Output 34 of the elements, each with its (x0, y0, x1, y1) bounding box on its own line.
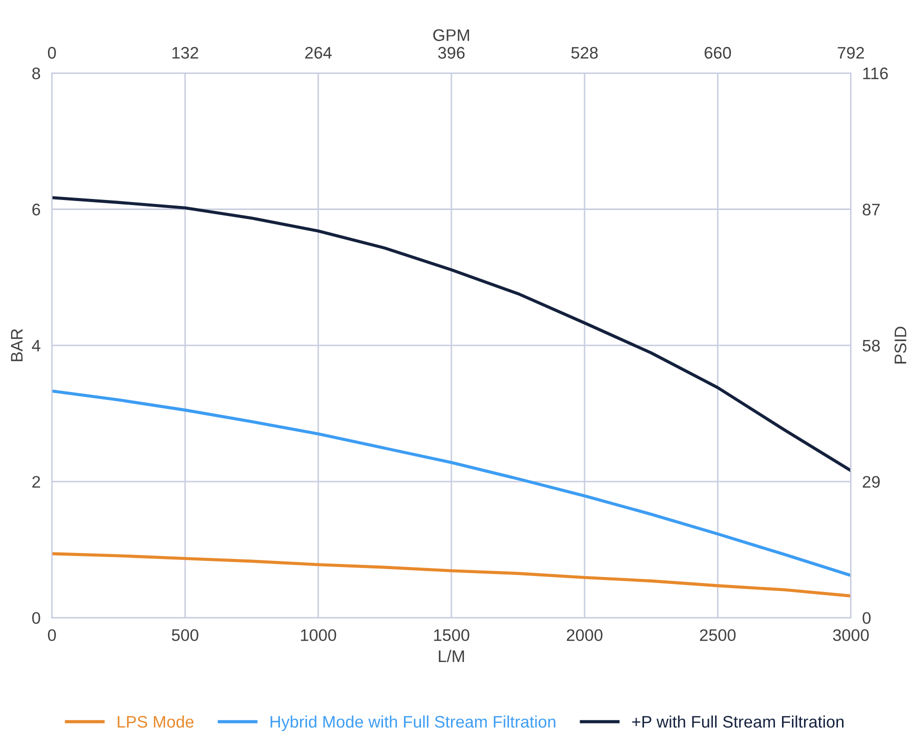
x-tick-label: 0 (48, 629, 56, 642)
x-tick-label: 1000 (300, 629, 336, 642)
x-tick-label: 500 (172, 629, 198, 642)
y-axis-title: BAR (11, 329, 23, 362)
x2-axis-title: GPM (433, 29, 470, 42)
line-series (52, 552, 851, 598)
y-tick-label: 2 (32, 476, 40, 488)
legend-label: +P with Full Stream Filtration (632, 715, 844, 728)
x-tick-label: 2500 (700, 629, 736, 642)
x-tick-label: 2000 (566, 629, 602, 642)
x2-tick-label: 0 (48, 46, 56, 59)
y-tick-label: 8 (32, 68, 40, 80)
y2-tick-label: 87 (862, 204, 880, 216)
x2-tick-label: 660 (704, 46, 731, 59)
y2-tick-label: 29 (862, 476, 880, 488)
x-tick-label: 3000 (832, 629, 869, 642)
line-series (52, 389, 851, 578)
legend-label: Hybrid Mode with Full Stream Filtration (270, 715, 556, 731)
y2-tick-label: 116 (863, 68, 888, 80)
x2-tick-label: 396 (438, 46, 465, 59)
y2-tick-label: 58 (862, 340, 880, 352)
y-tick-label: 6 (32, 204, 40, 216)
x2-tick-label: 528 (571, 46, 598, 59)
y2-axis-title: PSID (894, 326, 906, 364)
legend-label: LPS Mode (118, 715, 194, 728)
x2-tick-label: 264 (305, 46, 332, 59)
x-axis-title: L/M (438, 650, 464, 662)
x-tick-label: 1500 (434, 629, 470, 642)
line-series (52, 196, 851, 472)
x2-tick-label: 132 (172, 46, 198, 59)
x2-tick-label: 792 (838, 46, 864, 59)
y-tick-label: 0 (32, 612, 40, 624)
y-tick-label: 4 (32, 340, 40, 352)
y2-tick-label: 0 (862, 612, 871, 624)
